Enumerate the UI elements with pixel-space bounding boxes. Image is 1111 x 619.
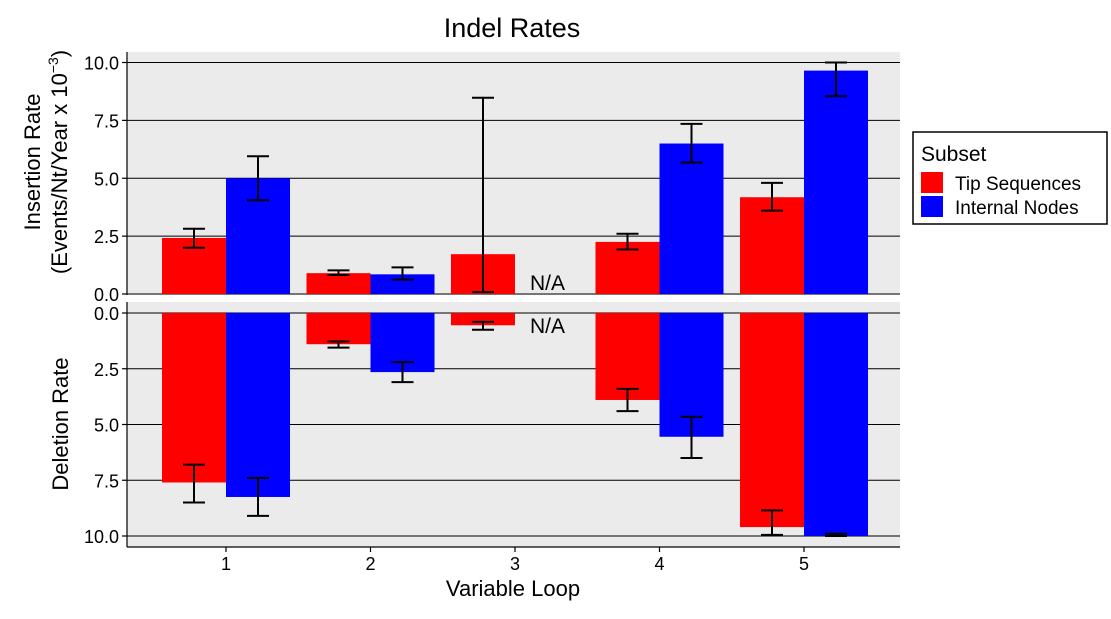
insertion-tick-label: 7.5 [94,111,119,131]
x-tick-label: 2 [365,554,375,574]
insertion-ylabel-units: (Events/Nt/Year x 10 [47,73,72,274]
insertion-tick-label: 2.5 [94,227,119,247]
legend-swatch-tip-sequences [921,172,943,193]
deletion-bar-internal-nodes-5 [804,313,868,536]
insertion-bar-tip-sequences-2 [306,273,371,294]
x-tick-label: 4 [654,554,664,574]
x-axis-label: Variable Loop [446,576,580,601]
legend-box [912,131,1108,225]
insertion-tick-label: 10.0 [84,54,119,74]
insertion-y-axis-label: Insertion Rate (Events/Nt/Year x 10−3) [20,50,72,274]
legend-label-internal-nodes: Internal Nodes [955,198,1079,219]
insertion-bar-internal-nodes-4 [659,143,724,294]
x-tick-label: 3 [510,554,520,574]
deletion-bar-tip-sequences-4 [595,313,660,400]
insertion-tick-label: 5.0 [94,169,119,189]
error-bars [183,61,847,537]
insertion-bar-tip-sequences-5 [740,197,804,294]
deletion-y-axis-label: Deletion Rate [48,357,73,490]
legend-label-tip-sequences: Tip Sequences [955,174,1081,195]
insertion-tick-label: 0.0 [94,285,119,305]
axis-ticks: 0.0 2.5 5.0 7.5 10.0 0.0 2.5 5.0 7.5 10.0 1 2 3 4 5 [84,54,809,575]
chart-title: Indel Rates [444,13,581,43]
deletion-tick-label: 7.5 [94,471,119,491]
deletion-bar-tip-sequences-3 [451,313,515,326]
insertion-bar-tip-sequences-4 [595,241,660,294]
bars [162,70,868,536]
insertion-ylabel-line1: Insertion Rate [20,94,45,231]
deletion-bar-tip-sequences-1 [162,313,226,483]
deletion-tick-label: 2.5 [94,360,119,380]
insertion-ylabel-close: ) [47,50,72,57]
legend-title: Subset [921,143,987,166]
insertion-ylabel-exponent: −3 [45,57,61,73]
legend-swatch-internal-nodes [921,196,943,217]
insertion-annotation: N/A [530,272,565,295]
insertion-bar-internal-nodes-2 [370,274,435,294]
legend: Subset Tip Sequences Internal Nodes [912,131,1108,225]
deletion-bar-tip-sequences-5 [740,313,804,528]
deletion-tick-label: 10.0 [84,527,119,547]
deletion-annotation: N/A [530,315,565,338]
deletion-tick-label: 5.0 [94,416,119,436]
insertion-bar-internal-nodes-5 [804,70,868,294]
deletion-tick-label: 0.0 [94,304,119,324]
x-tick-label: 5 [799,554,809,574]
deletion-bar-internal-nodes-1 [226,313,290,497]
x-tick-label: 1 [221,554,231,574]
deletion-bar-tip-sequences-2 [306,313,371,345]
insertion-ylabel-line2: (Events/Nt/Year x 10−3) [45,50,72,274]
